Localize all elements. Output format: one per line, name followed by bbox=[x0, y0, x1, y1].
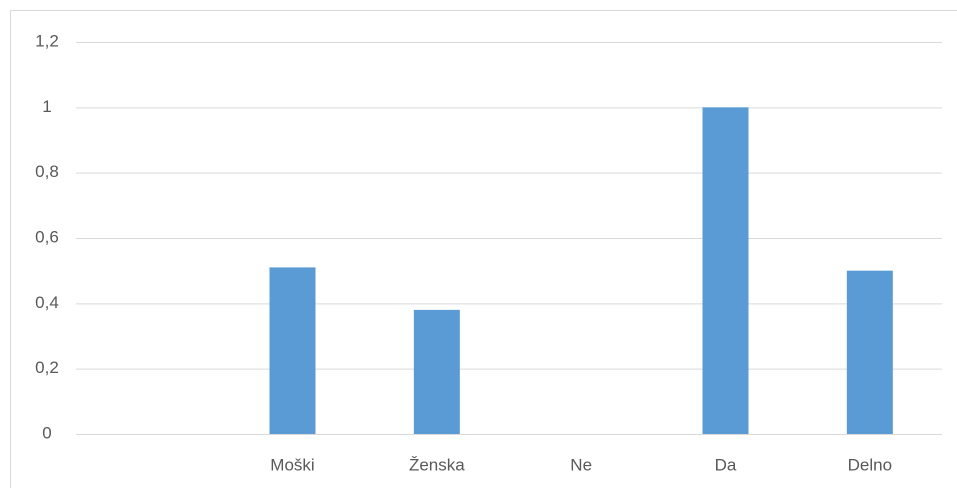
chart-frame bbox=[10, 10, 957, 488]
x-tick-label: Ženska bbox=[409, 455, 465, 474]
bar bbox=[413, 309, 460, 434]
x-tick-label: Delno bbox=[848, 455, 892, 474]
y-tick-label: 0,4 bbox=[35, 293, 59, 312]
y-tick-label: 0,6 bbox=[35, 227, 59, 246]
bar bbox=[269, 267, 316, 434]
y-tick-label: 0,2 bbox=[35, 358, 59, 377]
bar bbox=[702, 107, 749, 434]
bar bbox=[846, 270, 893, 434]
y-tick-label: 0 bbox=[42, 423, 51, 442]
x-tick-label: Moški bbox=[270, 455, 314, 474]
y-tick-label: 0,8 bbox=[35, 162, 59, 181]
y-tick-label: 1,2 bbox=[35, 31, 59, 50]
x-tick-label: Da bbox=[715, 455, 737, 474]
y-tick-label: 1 bbox=[42, 97, 51, 116]
x-tick-label: Ne bbox=[570, 455, 592, 474]
